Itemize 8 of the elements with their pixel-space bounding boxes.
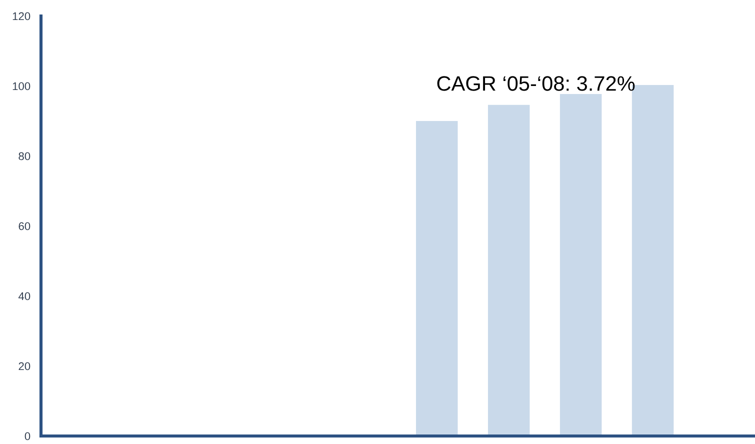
y-tick-label: 120 [12, 12, 30, 20]
y-tick-label: 100 [12, 82, 30, 90]
y-tick-label: 60 [18, 222, 30, 230]
y-tick-label: 20 [18, 362, 30, 370]
y-tick-label: 0 [24, 432, 30, 440]
annotation: CAGR ‘05-‘08: 3.72% [437, 76, 635, 91]
y-tick-label: 80 [18, 152, 30, 160]
y-tick-label: 40 [18, 292, 30, 300]
